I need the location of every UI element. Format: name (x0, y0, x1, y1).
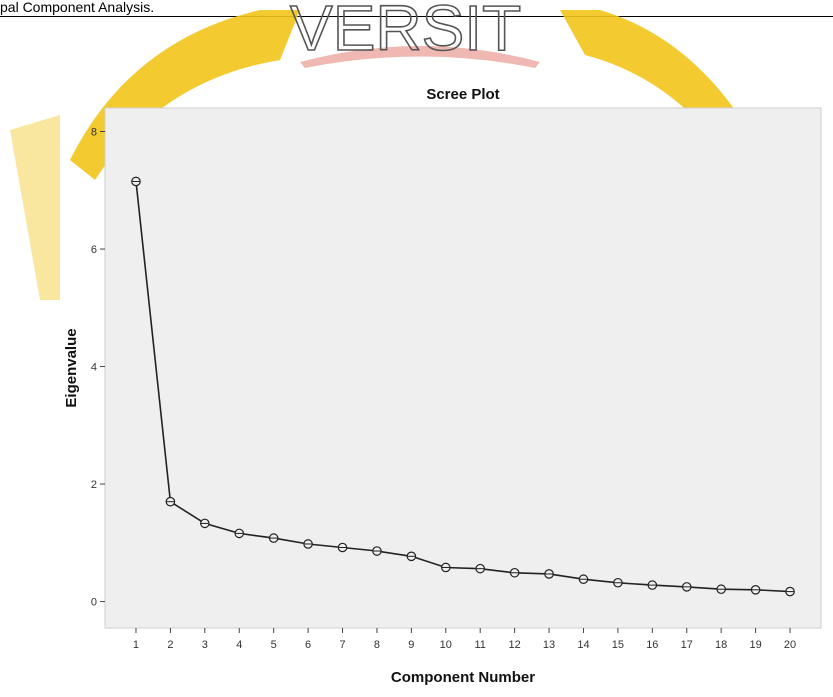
x-tick-label: 8 (374, 639, 380, 651)
seal-text: VERSIT (290, 0, 521, 64)
seal-left-wedge (10, 115, 60, 300)
seal-letters: VERSIT (289, 0, 522, 65)
x-tick-label: 2 (167, 639, 173, 651)
x-tick-label: 10 (440, 639, 452, 651)
y-tick-label: 2 (91, 479, 97, 491)
x-tick-label: 12 (509, 639, 521, 651)
x-tick-label: 13 (543, 639, 555, 651)
x-axis: 1 2 3 4 5 6 7 8 9 10 11 12 13 14 15 16 17 18 19 20 (133, 628, 796, 651)
chart-title: Scree Plot (426, 86, 499, 103)
x-tick-label: 3 (202, 639, 208, 651)
x-tick-label: 15 (612, 639, 624, 651)
x-tick-label: 9 (408, 639, 414, 651)
eigenvalue-line (135, 181, 791, 593)
x-tick-label: 11 (475, 639, 486, 651)
x-tick-label: 18 (715, 639, 727, 651)
y-axis: 0 2 4 6 8 (91, 127, 105, 609)
x-tick-label: 17 (681, 639, 693, 651)
x-tick-label: 19 (749, 639, 761, 651)
x-tick-label: 1 (133, 639, 139, 651)
eigenvalue-points (131, 176, 795, 597)
x-tick-label: 20 (784, 639, 796, 651)
x-axis-label: Component Number (391, 669, 535, 686)
x-tick-label: 5 (271, 639, 277, 651)
plot-area (104, 107, 822, 629)
seal-inner-arc (300, 46, 540, 68)
x-tick-label: 4 (236, 639, 242, 651)
y-tick-label: 4 (91, 362, 97, 374)
x-tick-label: 7 (339, 639, 345, 651)
document-caption: pal Component Analysis. (0, 0, 833, 17)
x-tick-label: 16 (646, 639, 658, 651)
y-tick-label: 6 (91, 244, 97, 256)
x-tick-label: 6 (305, 639, 311, 651)
y-tick-label: 8 (91, 127, 97, 139)
y-axis-label: Eigenvalue (63, 328, 80, 407)
y-tick-label: 0 (91, 597, 97, 609)
x-tick-label: 14 (577, 639, 589, 651)
